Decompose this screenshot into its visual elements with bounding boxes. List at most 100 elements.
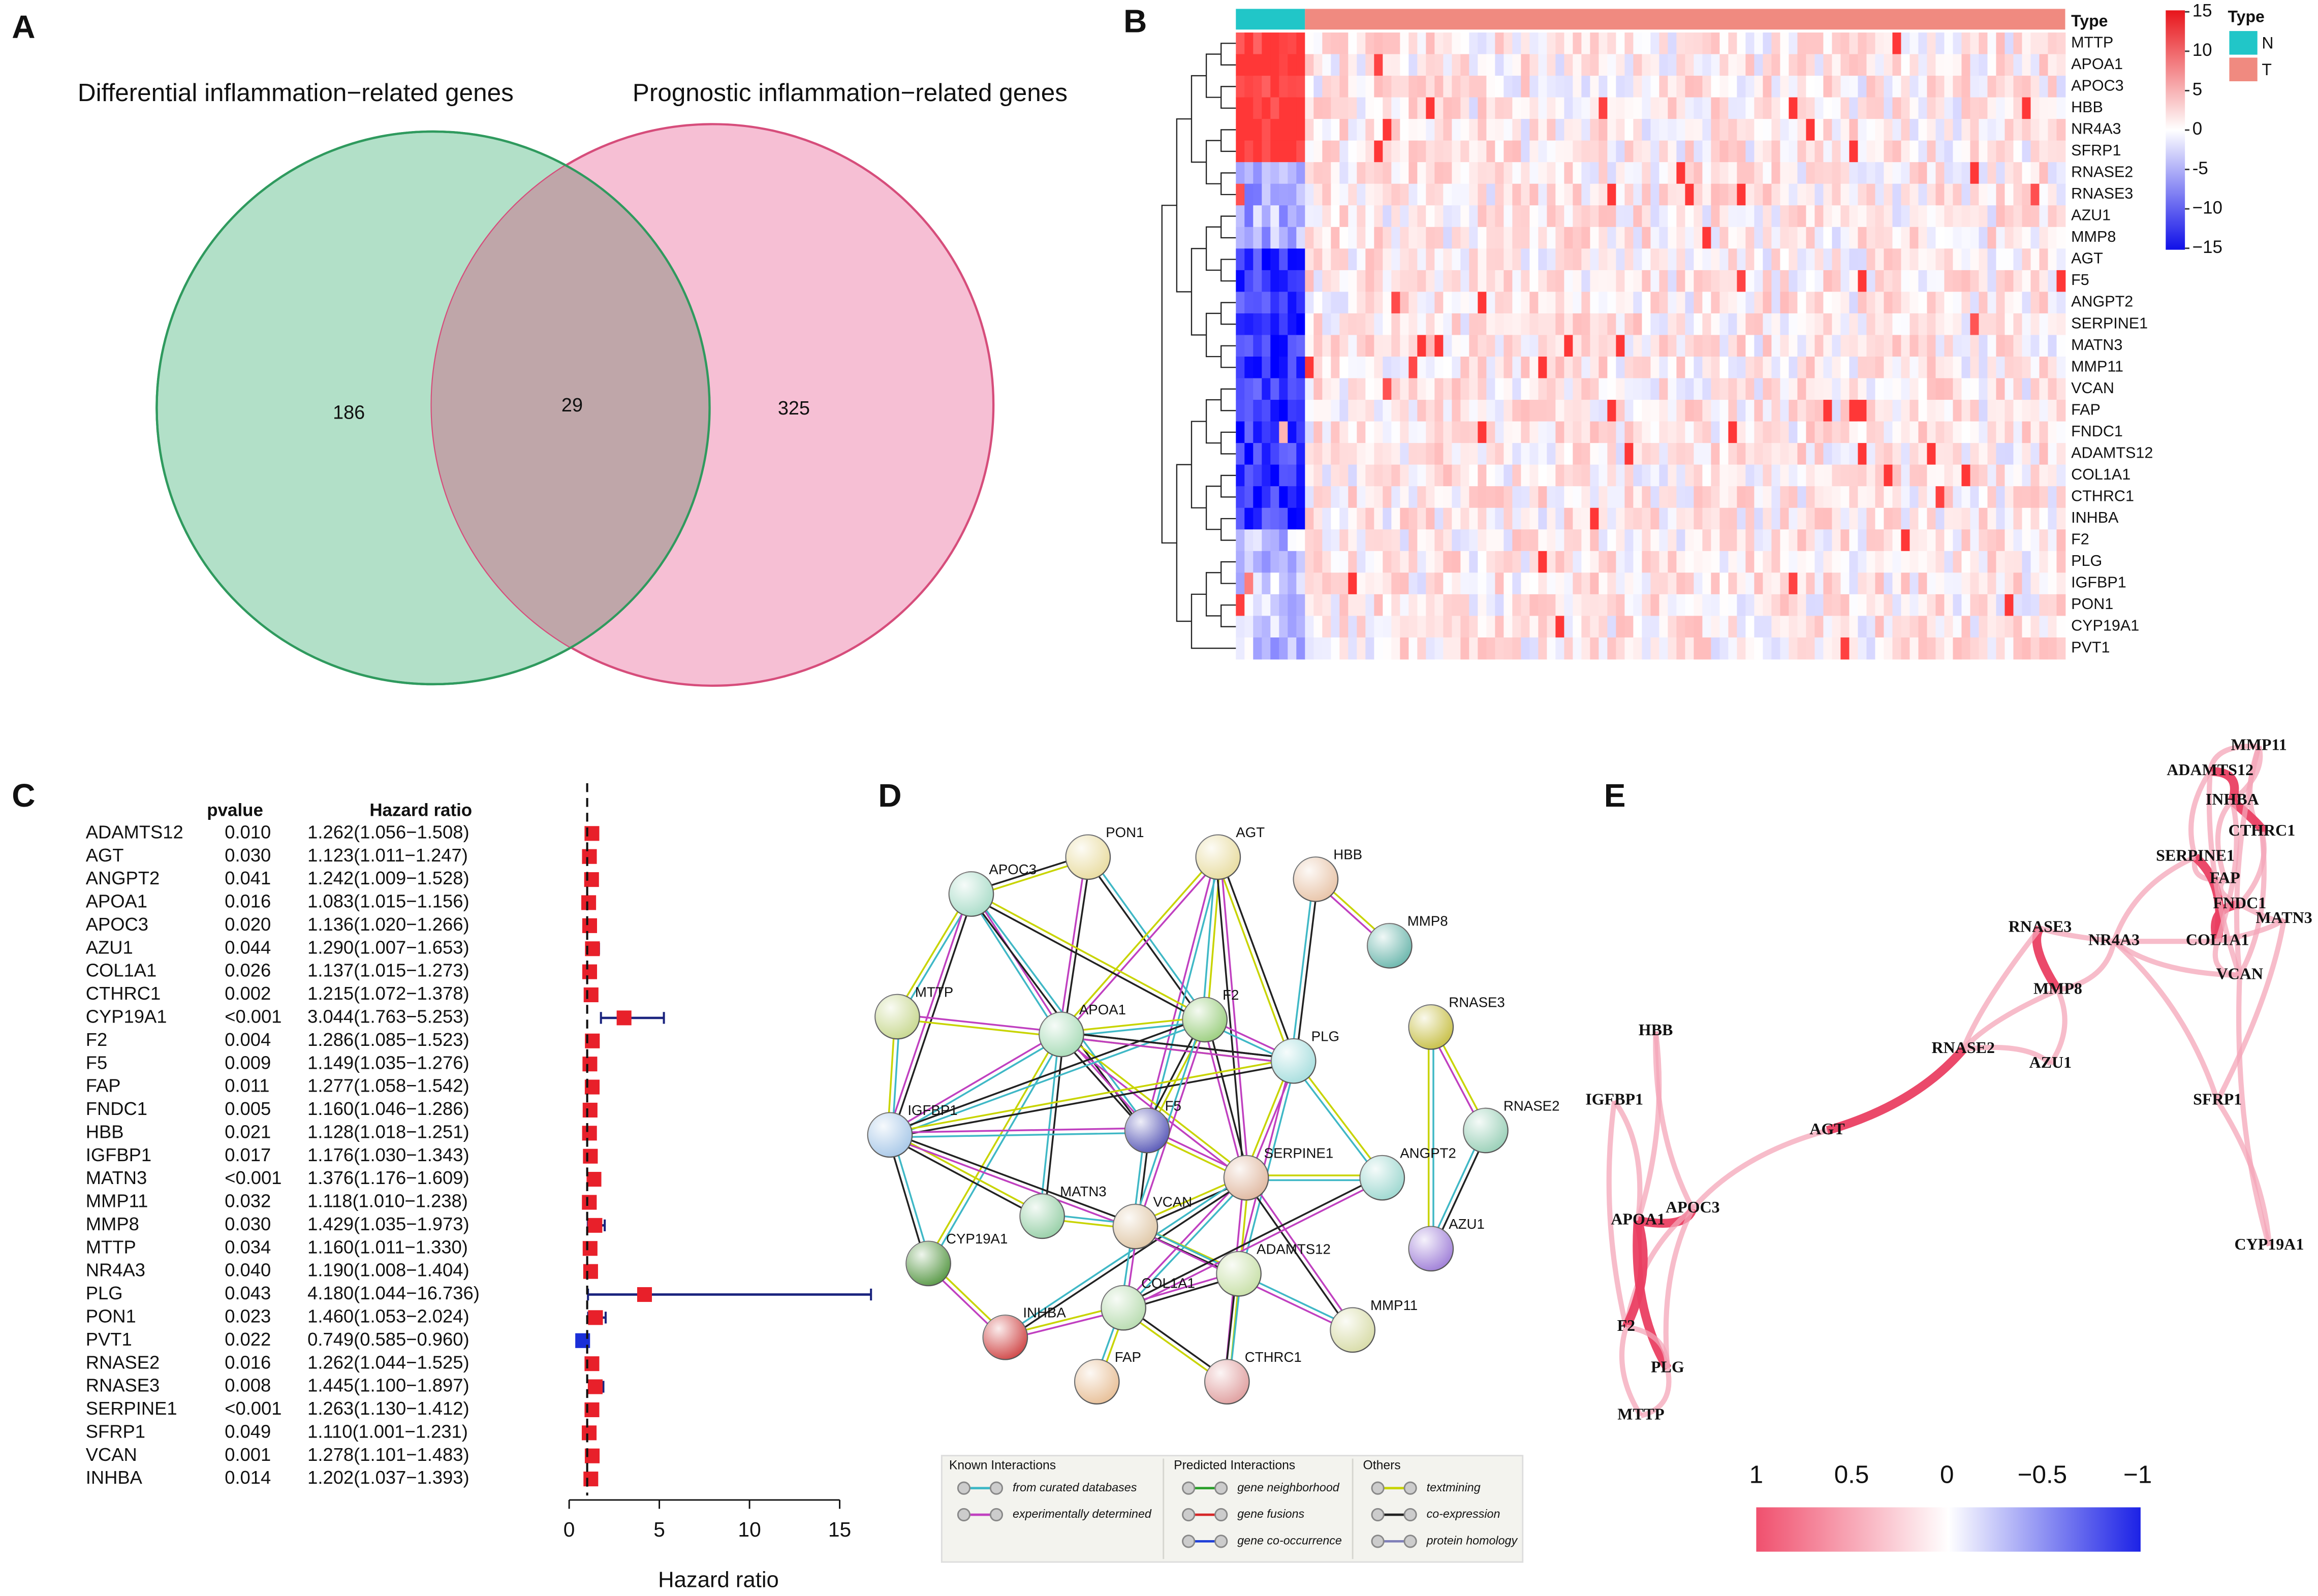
heatmap-cell [1892, 140, 1902, 163]
heatmap-cell [1642, 357, 1651, 379]
heatmap-cell [1668, 572, 1677, 595]
heatmap-cell [1745, 162, 1755, 184]
heatmap-cell [1357, 227, 1366, 249]
heatmap-cell [1573, 270, 1582, 293]
dendrogram [1220, 215, 1236, 239]
heatmap-cell [1676, 313, 1686, 336]
heatmap-cell [1780, 357, 1790, 379]
heatmap-cell [1927, 357, 1936, 379]
heatmap-cell [1244, 54, 1254, 76]
heatmap-cell [1745, 227, 1755, 249]
heatmap-cell [1486, 486, 1496, 508]
heatmap-cell [1365, 572, 1375, 595]
heatmap-cell [1624, 335, 1634, 357]
heatmap-cell [1529, 97, 1539, 120]
heatmap-cell [1668, 270, 1677, 293]
heatmap-cell [1279, 378, 1289, 400]
hr-box [582, 1241, 598, 1256]
heatmap-cell [1253, 335, 1263, 357]
heatmap-cell [1607, 594, 1617, 617]
heatmap-cell [1529, 248, 1539, 271]
heatmap-cell [1391, 572, 1401, 595]
heatmap-cell [1262, 486, 1271, 508]
heatmap-cell [1434, 572, 1444, 595]
heatmap-cell [1763, 119, 1772, 141]
heatmap-cell [1953, 357, 1962, 379]
heatmap-cell [1944, 507, 1954, 530]
panel-label: B [1123, 3, 1147, 39]
heatmap-cell [1901, 162, 1910, 184]
heatmap-cell [1754, 183, 1764, 206]
heatmap-cell [1262, 97, 1271, 120]
heatmap-cell [1452, 227, 1461, 249]
heatmap-cell [1512, 616, 1522, 638]
heatmap-cell [1270, 119, 1280, 141]
heatmap-cell [1918, 270, 1928, 293]
heatmap-cell [1607, 637, 1617, 660]
heatmap-cell [1607, 119, 1617, 141]
heatmap-cell [1590, 140, 1600, 163]
heatmap-cell [1573, 400, 1582, 422]
heatmap-cell [1581, 421, 1591, 444]
heatmap-cell [1313, 183, 1323, 206]
heatmap-cell [1374, 270, 1384, 293]
heatmap-cell [1331, 270, 1340, 293]
correlation-edge [2048, 989, 2068, 1066]
heatmap-cell [1996, 464, 2006, 487]
heatmap-cell [1711, 486, 1720, 508]
panel-label: C [12, 777, 35, 814]
heatmap-cell [1313, 400, 1323, 422]
heatmap-cell [1840, 140, 1850, 163]
hr-label: 1.123(1.011−1.247) [307, 845, 468, 866]
heatmap-cell [1503, 97, 1513, 120]
heatmap-cell [1408, 594, 1418, 617]
heatmap-cell [1581, 594, 1591, 617]
heatmap-cell [1236, 248, 1245, 271]
heatmap-cell [1236, 227, 1245, 249]
heatmap-cell [1279, 335, 1289, 357]
heatmap-cell [1495, 119, 1505, 141]
heatmap-cell [1391, 357, 1401, 379]
heatmap-cell [1322, 551, 1332, 573]
hr-box [583, 1264, 598, 1279]
correlation-node-label: MTTP [1617, 1405, 1664, 1423]
heatmap-cell [1737, 464, 1746, 487]
legend-dot [1371, 1508, 1385, 1522]
row-label: ANGPT2 [2071, 293, 2133, 310]
heatmap-cell [1935, 54, 1945, 76]
correlation-node-label: RNASE2 [1931, 1038, 1994, 1057]
heatmap-cell [1685, 637, 1695, 660]
heatmap-cell [1935, 227, 1945, 249]
heatmap-cell [1944, 270, 1954, 293]
heatmap-cell [1849, 378, 1859, 400]
heatmap-cell [1944, 54, 1954, 76]
heatmap-cell [1633, 97, 1643, 120]
heatmap-cell [1814, 313, 1824, 336]
ppi-edge [894, 892, 970, 1016]
heatmap-cell [1884, 464, 1893, 487]
heatmap-cell [1728, 421, 1738, 444]
heatmap-cell [1555, 551, 1565, 573]
row-label: RNASE3 [2071, 185, 2133, 202]
venn-count: 325 [778, 398, 810, 419]
heatmap-cell [1970, 97, 1980, 120]
heatmap-cell [1659, 400, 1669, 422]
heatmap-cell [1970, 486, 1980, 508]
heatmap-cell [1521, 572, 1530, 595]
venn-count: 186 [333, 402, 365, 424]
heatmap-cell [1322, 378, 1332, 400]
heatmap-cell [1711, 162, 1720, 184]
heatmap-cell [1866, 335, 1876, 357]
heatmap-cell [1607, 162, 1617, 184]
legend-swatch [2229, 57, 2258, 82]
heatmap-cell [1495, 400, 1505, 422]
heatmap-cell [1935, 594, 1945, 617]
heatmap-cell [1529, 313, 1539, 336]
heatmap-cell [1719, 205, 1729, 228]
heatmap-cell [1961, 76, 1971, 98]
heatmap-cell [1849, 183, 1859, 206]
heatmap-cell [1426, 54, 1435, 76]
heatmap-cell [1970, 464, 1980, 487]
heatmap-cell [1633, 335, 1643, 357]
heatmap-cell [1659, 270, 1669, 293]
